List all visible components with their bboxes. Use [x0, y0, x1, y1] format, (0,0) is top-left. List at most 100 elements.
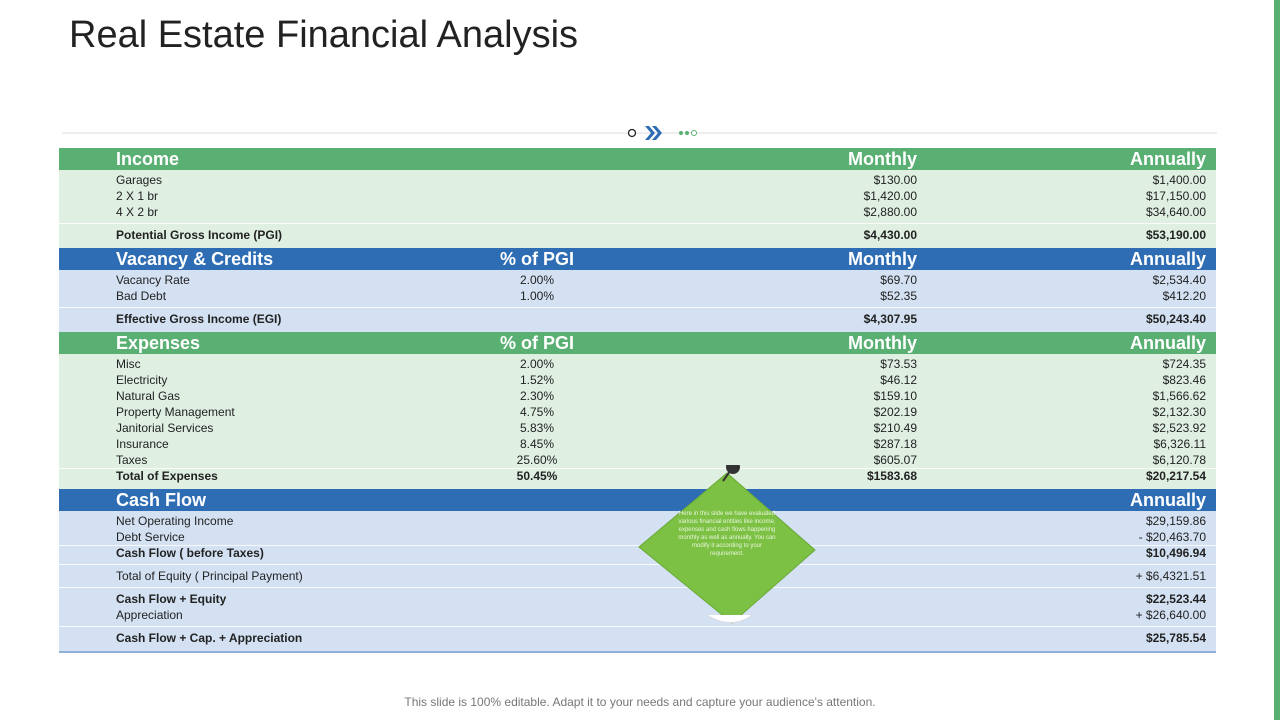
cell: Appreciation	[116, 608, 183, 622]
cell: $20,217.54	[1145, 469, 1206, 483]
cell: $73.53	[880, 357, 917, 371]
header-cell: Monthly	[848, 149, 917, 169]
footer: This slide is 100% editable. Adapt it to…	[404, 695, 876, 709]
section: Expenses % of PGI Monthly Annually Misc 2.00%…	[59, 332, 1216, 489]
divider	[62, 126, 1217, 140]
separator	[59, 545, 1216, 546]
cell: $46.12	[880, 373, 917, 387]
edge-bar	[1274, 0, 1280, 720]
header-cell: Monthly	[848, 249, 917, 269]
cell: $4,307.95	[863, 312, 917, 326]
cell: Bad Debt	[116, 289, 167, 303]
header-cell: Expenses	[116, 333, 201, 353]
cell: $202.19	[873, 405, 917, 419]
header-cell: Cash Flow	[116, 490, 207, 510]
cell: Natural Gas	[116, 389, 181, 403]
cell: Debt Service	[116, 530, 185, 544]
cell: Cash Flow ( before Taxes)	[116, 546, 264, 560]
header-cell: Monthly	[848, 333, 917, 353]
header-cell: Annually	[1129, 149, 1206, 169]
header-cell: % of PGI	[499, 249, 574, 269]
cell: $17,150.00	[1145, 189, 1206, 203]
cell: $605.07	[873, 453, 917, 467]
cell: $1,400.00	[1152, 173, 1206, 187]
section-header: Vacancy & Credits % of PGI Monthly Annually	[59, 248, 1216, 270]
cell: Potential Gross Income (PGI)	[116, 228, 283, 242]
cell: $2,534.40	[1152, 273, 1206, 287]
separator	[59, 564, 1216, 565]
cell: $69.70	[880, 273, 917, 287]
title: Real Estate Financial Analysis	[69, 14, 579, 56]
cell: - $20,463.70	[1138, 530, 1206, 544]
row: Effective Gross Income (EGI) $4,307.95 $50…	[59, 311, 1216, 327]
header-cell: Vacancy & Credits	[116, 249, 274, 269]
cell: Total of Equity ( Principal Payment)	[116, 569, 303, 583]
header-cell: Income	[116, 149, 180, 169]
cell: $52.35	[880, 289, 917, 303]
cell: $29,159.86	[1145, 514, 1206, 528]
cell: $1,566.62	[1152, 389, 1206, 403]
cell: $287.18	[873, 437, 917, 451]
cell: 4 X 2 br	[116, 205, 159, 219]
separator	[59, 223, 1216, 224]
section-header: Expenses % of PGI Monthly Annually	[59, 332, 1216, 354]
cell: Misc	[116, 357, 141, 371]
header-cell: % of PGI	[499, 333, 574, 353]
cell: Insurance	[116, 437, 169, 451]
sticky-note: Here in this slide we have evaluated var…	[638, 465, 816, 624]
cell: Vacancy Rate	[116, 273, 190, 287]
cell: Net Operating Income	[116, 514, 234, 528]
cell: Garages	[116, 173, 163, 187]
cell: $210.49	[873, 421, 917, 435]
cell: Janitorial Services	[116, 421, 214, 435]
cell: 2 X 1 br	[116, 189, 159, 203]
row: Natural Gas 2.30% $159.10 $1,566.62	[59, 388, 1216, 404]
note-text: Here in this slide we have evaluated var…	[678, 511, 776, 557]
cell: Cash Flow + Equity	[116, 592, 227, 606]
row: Garages $130.00 $1,400.00	[59, 172, 1216, 188]
row: Appreciation + $26,640.00	[59, 607, 1216, 623]
cell: $159.10	[873, 389, 917, 403]
section: Cash Flow Annually Net Operating Income $29…	[59, 489, 1216, 653]
header-cell: Annually	[1129, 333, 1206, 353]
cell: 50.45%	[516, 469, 558, 483]
row: Electricity 1.52% $46.12 $823.46	[59, 372, 1216, 388]
cell: 2.00%	[519, 273, 555, 287]
cell: $50,243.40	[1145, 312, 1206, 326]
cell: $1,420.00	[863, 189, 917, 203]
section: Vacancy & Credits % of PGI Monthly Annually…	[59, 248, 1216, 332]
cell: $1583.68	[866, 469, 917, 483]
cell: $6,326.11	[1153, 437, 1207, 451]
cell: $22,523.44	[1145, 592, 1206, 606]
cell: 1.00%	[519, 289, 555, 303]
row: Cash Flow + Equity $22,523.44	[59, 591, 1216, 607]
separator	[59, 307, 1216, 308]
cell: Taxes	[116, 453, 148, 467]
cell: + $26,640.00	[1135, 608, 1206, 622]
cell: Effective Gross Income (EGI)	[116, 312, 282, 326]
row: Bad Debt 1.00% $52.35 $412.20	[59, 288, 1216, 304]
row: Cash Flow ( before Taxes) $10,496.94	[59, 545, 1216, 561]
cell: 2.30%	[519, 389, 555, 403]
cell: 1.52%	[519, 373, 555, 387]
section: Income Monthly Annually Garages $130.00 $1,40…	[59, 148, 1216, 248]
row: Janitorial Services 5.83% $210.49 $2,523.92	[59, 420, 1216, 436]
header-cell: Annually	[1129, 490, 1206, 510]
row: Net Operating Income $29,159.86	[59, 513, 1216, 529]
cell: $6,120.78	[1152, 453, 1206, 467]
cell: $823.46	[1162, 373, 1206, 387]
row: Misc 2.00% $73.53 $724.35	[59, 356, 1216, 372]
cell: $2,523.92	[1152, 421, 1206, 435]
row: Vacancy Rate 2.00% $69.70 $2,534.40	[59, 272, 1216, 288]
row: Debt Service - $20,463.70	[59, 529, 1216, 545]
cell: 5.83%	[519, 421, 555, 435]
separator	[59, 468, 1216, 469]
cell: Total of Expenses	[116, 469, 218, 483]
cell: $130.00	[873, 173, 917, 187]
cell: 8.45%	[519, 437, 555, 451]
separator	[59, 626, 1216, 627]
cell: $34,640.00	[1145, 205, 1206, 219]
cell: $25,785.54	[1145, 631, 1206, 645]
cell: $4,430.00	[863, 228, 917, 242]
